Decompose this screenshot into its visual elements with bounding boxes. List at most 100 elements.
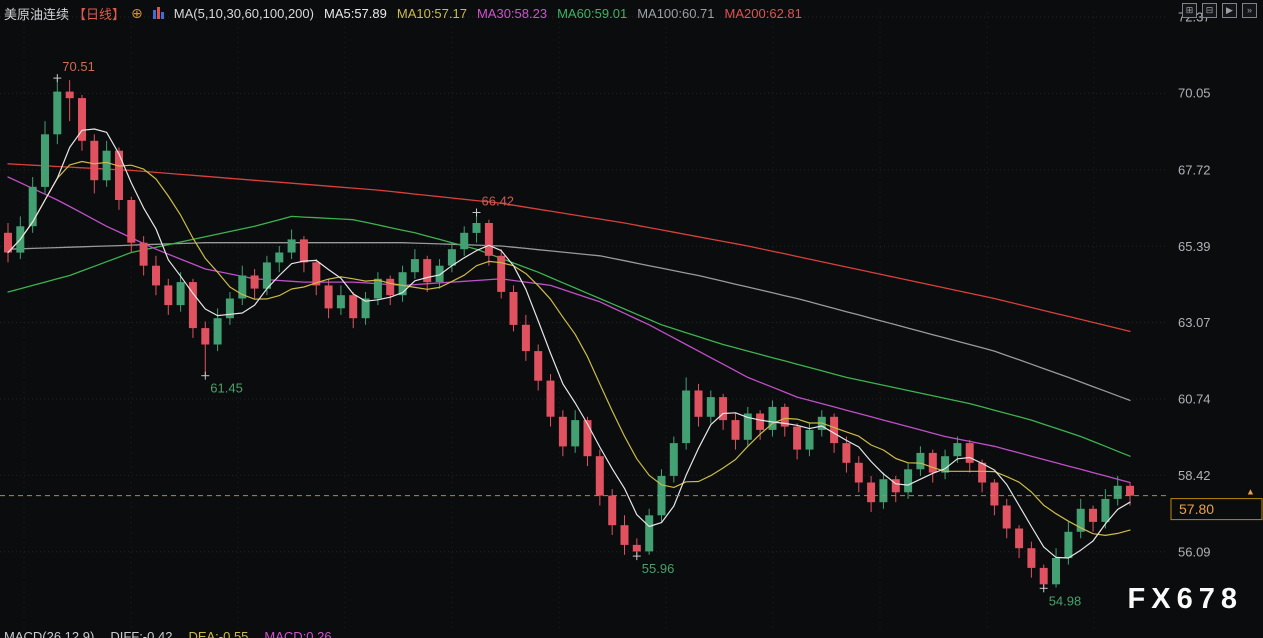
- candlestick-series: [4, 78, 1134, 589]
- ma-line-ma30: [7, 176, 1131, 484]
- candle-body: [842, 443, 851, 463]
- scroll-forward-icon[interactable]: ▶: [1222, 3, 1237, 18]
- candle-body: [965, 443, 974, 463]
- candle-body: [225, 298, 234, 319]
- layout-split-icon[interactable]: ⊟: [1202, 3, 1217, 18]
- candle-body: [164, 285, 173, 306]
- symbol-name: 美原油连续: [4, 6, 70, 22]
- candle-body: [460, 232, 469, 250]
- candlestick-mini-icon[interactable]: [152, 7, 164, 19]
- layout-quad-icon[interactable]: ⊞: [1182, 3, 1197, 18]
- macd-dea-value: DEA:-0.55: [188, 629, 249, 638]
- candle-body: [694, 390, 703, 417]
- candle-body: [953, 443, 962, 457]
- candle-body: [90, 140, 99, 181]
- candle-body: [287, 239, 296, 253]
- price-axis-label: 60.74: [1178, 392, 1211, 407]
- macd-value: MACD:0.26: [264, 629, 332, 638]
- candle-body: [176, 282, 185, 306]
- ma30-value: MA30:58.23: [476, 5, 548, 21]
- candle-body: [115, 150, 123, 200]
- candle-body: [324, 285, 333, 309]
- add-indicator-icon[interactable]: ⊕: [131, 4, 143, 21]
- ma5-value: MA5:57.89: [323, 5, 387, 21]
- candle-body: [1101, 498, 1110, 522]
- candle-body: [1064, 531, 1073, 559]
- candle-body: [854, 462, 863, 483]
- svg-text:57.80: 57.80: [1179, 501, 1214, 517]
- candle-body: [484, 223, 493, 256]
- ma-line-ma200: [7, 163, 1131, 333]
- candle-body: [127, 200, 136, 243]
- candle-body: [928, 452, 937, 473]
- candle-body: [879, 479, 888, 503]
- candle-body: [645, 515, 654, 552]
- candle-body: [682, 390, 691, 444]
- candle-body: [361, 298, 370, 319]
- candle-body: [238, 275, 247, 299]
- ma10-value: MA10:57.17: [396, 5, 467, 21]
- grid: [0, 12, 1168, 628]
- candle-body: [1039, 567, 1048, 585]
- candle-body: [1113, 485, 1122, 499]
- chart-toolbar: ⊞ ⊟ ▶ »: [1182, 3, 1257, 18]
- candle-body: [423, 259, 432, 283]
- candle-body: [78, 98, 86, 141]
- candle-body: [213, 318, 222, 345]
- candle-body: [447, 249, 456, 266]
- candle-body: [250, 275, 259, 289]
- candle-body: [1126, 485, 1134, 496]
- period-selector[interactable]: 【日线】: [73, 6, 126, 22]
- candle-body: [941, 456, 950, 473]
- price-up-arrow-icon: ▲: [1246, 487, 1255, 497]
- ma200-value: MA200:62.81: [724, 5, 802, 21]
- ma-line-ma10: [7, 160, 1131, 536]
- candle-body: [595, 456, 604, 496]
- price-axis-label: 65.39: [1178, 239, 1211, 254]
- jump-latest-icon[interactable]: »: [1242, 3, 1257, 18]
- candle-body: [28, 186, 37, 227]
- candle-body: [410, 259, 419, 273]
- price-axis-label: 63.07: [1178, 315, 1211, 330]
- candle-body: [867, 482, 876, 503]
- ma100-value: MA100:60.71: [637, 5, 715, 21]
- price-annotations: 70.51 66.42 61.45 55.96 54.98: [53, 59, 1081, 608]
- candle-body: [558, 416, 567, 447]
- fx678-watermark: FX678: [1127, 583, 1243, 615]
- candle-body: [4, 232, 12, 253]
- candle-body: [373, 278, 382, 299]
- candle-body: [275, 252, 284, 263]
- candle-body: [571, 420, 580, 447]
- ma-settings-label[interactable]: MA(5,10,30,60,100,200): [173, 5, 314, 21]
- candle-body: [201, 328, 210, 345]
- candle-body: [262, 262, 271, 289]
- chart-header: 美原油连续 【日线】 ⊕ MA(5,10,30,60,100,200) MA5:…: [4, 3, 802, 23]
- candle-body: [990, 482, 999, 506]
- candle-body: [534, 351, 543, 381]
- candle-body: [349, 295, 358, 319]
- candle-body: [583, 420, 592, 457]
- swing-price-label: 70.51: [62, 59, 95, 74]
- candle-body: [1002, 505, 1011, 529]
- candle-body: [336, 295, 345, 309]
- ma-line-ma100: [7, 242, 1131, 402]
- candle-body: [53, 91, 62, 135]
- swing-price-label: 54.98: [1049, 593, 1082, 608]
- macd-panel-header: MACD(26,12,9) DIFF:-0.42 DEA:-0.55 MACD:…: [4, 629, 332, 638]
- candle-body: [891, 479, 900, 493]
- candle-body: [188, 282, 197, 329]
- candle-body: [743, 413, 752, 440]
- candle-body: [780, 406, 789, 427]
- swing-price-label: 66.42: [482, 194, 515, 209]
- candle-body: [139, 242, 148, 266]
- candle-body: [805, 429, 814, 450]
- candle-body: [1052, 558, 1060, 585]
- candle-body: [1089, 508, 1097, 522]
- candle-body: [608, 495, 617, 526]
- macd-settings-label[interactable]: MACD(26,12,9): [4, 629, 95, 638]
- candle-body: [830, 416, 839, 444]
- swing-price-label: 55.96: [642, 561, 675, 576]
